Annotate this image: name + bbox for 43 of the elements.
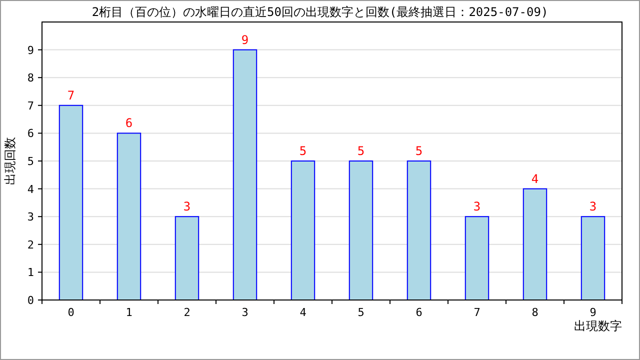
x-tick-label: 8 xyxy=(532,306,538,319)
y-tick-label: 9 xyxy=(27,44,34,57)
data-label: 4 xyxy=(531,172,539,186)
bar xyxy=(290,160,316,300)
x-tick-label: 1 xyxy=(126,306,132,319)
bar xyxy=(348,160,374,300)
y-tick-label: 6 xyxy=(27,127,34,140)
data-label: 7 xyxy=(67,88,75,102)
bar xyxy=(58,104,84,300)
x-tick-label: 0 xyxy=(68,306,74,319)
x-tick-label: 9 xyxy=(590,306,596,319)
data-label: 5 xyxy=(299,144,307,158)
y-tick-label: 8 xyxy=(27,72,34,85)
bar xyxy=(580,216,606,300)
y-tick-label: 2 xyxy=(27,238,34,252)
data-label: 3 xyxy=(183,200,191,214)
bar xyxy=(116,132,142,300)
data-label: 9 xyxy=(241,32,249,47)
data-label: 3 xyxy=(473,200,481,214)
x-axis-title: 出現数字 xyxy=(574,319,622,333)
bar xyxy=(406,160,432,300)
bar xyxy=(522,188,548,300)
bar xyxy=(174,216,200,300)
x-tick-label: 2 xyxy=(184,306,190,319)
x-tick-label: 5 xyxy=(358,306,364,319)
y-axis-title: 出現回数 xyxy=(3,137,17,185)
x-tick-label: 7 xyxy=(474,306,480,319)
x-tick-label: 4 xyxy=(300,306,307,319)
y-tick-label: 4 xyxy=(27,182,34,196)
y-tick-label: 0 xyxy=(27,294,34,307)
chart-title: 2桁目（百の位）の水曜日の直近50回の出現数字と回数(最終抽選日：2025-07-09) xyxy=(92,5,548,19)
y-tick-label: 5 xyxy=(27,155,34,168)
bar xyxy=(464,216,490,300)
x-tick-label: 6 xyxy=(416,306,422,319)
x-tick-label: 3 xyxy=(242,306,248,319)
y-tick-label: 7 xyxy=(27,99,34,112)
data-label: 3 xyxy=(589,200,597,214)
y-tick-label: 3 xyxy=(27,210,34,224)
data-label: 5 xyxy=(357,144,365,158)
data-label: 6 xyxy=(125,116,133,130)
bar xyxy=(232,49,258,300)
data-label: 5 xyxy=(415,144,423,158)
y-tick-label: 1 xyxy=(27,266,34,280)
